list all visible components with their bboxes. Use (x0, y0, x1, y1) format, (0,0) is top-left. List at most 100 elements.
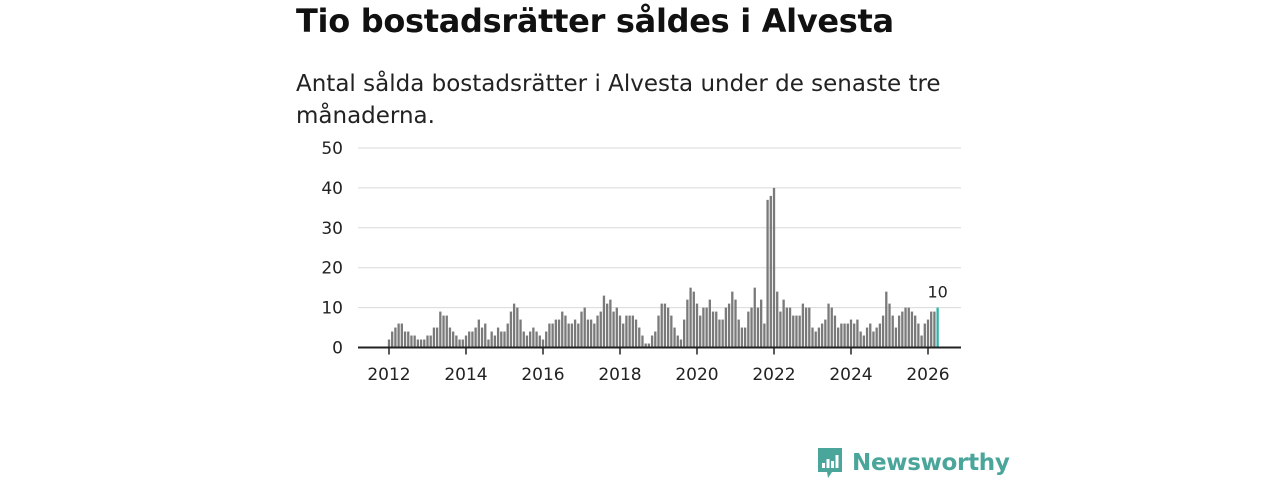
bar (493, 335, 497, 348)
bar (901, 311, 904, 348)
bar (727, 303, 731, 348)
bar (548, 323, 551, 348)
bar (875, 327, 878, 348)
bar (853, 323, 856, 348)
bar (724, 307, 728, 348)
bar (586, 319, 590, 348)
bar (804, 307, 808, 348)
bar (532, 327, 535, 348)
bar (525, 335, 529, 348)
bar (708, 299, 711, 348)
bar (731, 291, 734, 348)
bar (583, 307, 586, 348)
bar (878, 323, 882, 348)
bar (798, 315, 801, 348)
bar (615, 307, 618, 348)
bar (846, 323, 849, 348)
bar (484, 323, 487, 348)
bar (468, 331, 471, 348)
bar (567, 323, 570, 348)
x-tick-label: 2024 (829, 365, 872, 385)
x-tick-label: 2014 (444, 365, 487, 385)
bar (795, 315, 798, 348)
bar (387, 339, 391, 348)
bar (881, 315, 885, 348)
bar (772, 187, 776, 348)
bar (545, 331, 548, 348)
bar (397, 323, 400, 348)
bar (897, 315, 901, 348)
bar-highlight (936, 307, 939, 348)
bar (628, 315, 631, 348)
newsworthy-chart-icon (818, 448, 842, 478)
bar (622, 323, 625, 348)
bar (811, 327, 814, 348)
bar (695, 303, 699, 348)
bar (872, 331, 875, 348)
bar (606, 303, 609, 348)
bar (737, 319, 740, 348)
bar (461, 339, 464, 348)
bar (503, 331, 506, 348)
bar (840, 323, 843, 348)
bar (413, 335, 416, 348)
bar (702, 307, 705, 348)
bar (865, 327, 869, 348)
bar (760, 299, 763, 348)
bar (394, 327, 397, 348)
bar (403, 331, 407, 348)
bar (747, 311, 750, 348)
x-tick-label: 2020 (675, 365, 718, 385)
bar (551, 323, 554, 348)
y-tick-label: 50 (321, 139, 343, 159)
bar (529, 331, 532, 348)
bar (766, 199, 769, 348)
bar (519, 319, 522, 348)
bar (522, 331, 525, 348)
bar (577, 323, 580, 348)
bar (670, 315, 673, 348)
bar (782, 299, 785, 348)
bar (419, 339, 423, 348)
bar (827, 303, 830, 348)
bar (612, 311, 615, 348)
bar (452, 331, 455, 348)
bar (541, 339, 545, 348)
bar (753, 287, 756, 348)
x-tick-label: 2022 (752, 365, 795, 385)
bar (686, 299, 689, 348)
bar (580, 311, 583, 348)
bar (535, 331, 538, 348)
bar (509, 311, 513, 348)
bar (647, 343, 651, 348)
bar (593, 323, 596, 348)
y-tick-label: 0 (332, 339, 343, 359)
y-tick-label: 10 (321, 299, 343, 319)
bar (920, 335, 923, 348)
bar (570, 323, 574, 348)
bar (743, 327, 747, 348)
bar (641, 335, 644, 348)
bar (808, 307, 811, 348)
bar (740, 327, 744, 348)
y-axis-labels: 0 10 20 30 40 50 (321, 139, 343, 359)
bar (721, 319, 724, 348)
highlight-value-label: 10 (927, 283, 947, 302)
x-tick-label: 2018 (598, 365, 641, 385)
bar (448, 327, 452, 348)
bar (657, 315, 660, 348)
x-axis-labels: 2012 2014 2016 2018 2020 2022 2024 2026 (367, 365, 949, 385)
bar (458, 339, 461, 348)
bar (837, 327, 840, 348)
newsworthy-logo: Newsworthy (816, 446, 1010, 480)
bar (824, 319, 827, 348)
bar (785, 307, 788, 348)
bar (914, 315, 917, 348)
bar (718, 319, 721, 348)
bar (564, 315, 567, 348)
bar (673, 327, 676, 348)
bar (416, 339, 420, 348)
bar (769, 195, 772, 348)
bar (923, 323, 926, 348)
bar (692, 291, 695, 348)
